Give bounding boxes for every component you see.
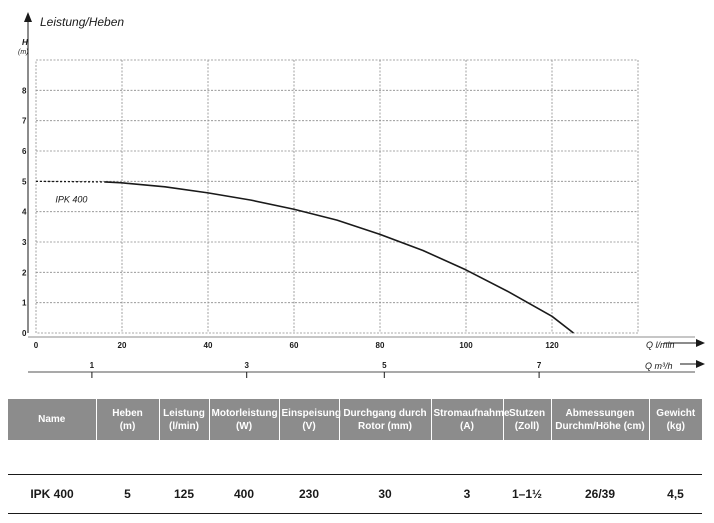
column-header: Heben (m): [96, 399, 160, 440]
table-cell: 30: [339, 474, 431, 514]
x-axis-label: Q l/min: [646, 340, 675, 350]
column-header-text: Einspeisung: [281, 407, 341, 419]
specification-table: Name Heben (m) Leistung (l/min) Motorleistung…: [8, 399, 702, 514]
y-tick-label: 6: [22, 147, 27, 156]
column-header: Motorleistung (W): [209, 399, 280, 440]
table-cell: 26/39: [551, 474, 649, 514]
table-cell: 3: [431, 474, 503, 514]
chart-grid: [35, 59, 639, 334]
series-label: IPK 400: [55, 195, 87, 205]
table-cell: 5: [96, 474, 159, 514]
column-header: Einspeisung (V): [279, 399, 341, 440]
column-header-text: (l/min): [169, 420, 199, 432]
series-line-dashed: [35, 180, 105, 183]
y-tick-label: 4: [22, 208, 27, 217]
table-spacer-row: [8, 440, 702, 475]
x-tick-label: 40: [204, 341, 213, 350]
x2-axis-label: Q m³/h: [645, 361, 673, 371]
column-header-text: (V): [302, 420, 316, 432]
x-tick-label: 120: [545, 341, 559, 350]
y-axis-arrow-icon: [24, 12, 32, 22]
y-axis-unit: (m): [18, 49, 29, 56]
y-tick-label: 7: [22, 117, 27, 126]
column-header-text: (W): [235, 420, 253, 432]
chart-axes: [24, 12, 705, 373]
x2-axis-arrow-icon: [696, 360, 705, 368]
column-header: Stromaufnahme (A): [431, 399, 510, 440]
x-tick-label: 100: [459, 341, 473, 350]
y-axis-label: H: [22, 38, 28, 47]
column-header: Durchgang durch Rotor (mm): [339, 399, 432, 440]
column-header: Abmessungen Durchm/Höhe (cm): [551, 399, 650, 440]
y-tick-label: 8: [22, 86, 27, 95]
column-header-text: Abmessungen: [565, 407, 635, 419]
x2-tick-label: 5: [382, 361, 387, 370]
table-row: IPK 400 5 125 400 230 30 3 1–1½ 26/39 4,5: [8, 474, 702, 514]
table-cell: 125: [159, 474, 209, 514]
x-axis-arrow-icon: [696, 339, 705, 347]
column-header-text: (m): [119, 420, 136, 432]
column-header: Gewicht (kg): [649, 399, 702, 440]
y-tick-label: 1: [22, 299, 27, 308]
table-cell: 230: [279, 474, 339, 514]
column-header-text: Gewicht: [656, 407, 696, 419]
column-header-text: Name: [38, 414, 66, 425]
y-tick-label: 0: [22, 329, 27, 338]
column-header-text: Rotor (mm): [358, 420, 412, 432]
series-line-ipk-400: [104, 181, 574, 334]
column-header-text: Durchgang durch: [343, 407, 427, 419]
column-header-text: Stromaufnahme: [433, 407, 510, 419]
y-tick-label: 5: [22, 177, 27, 186]
table-cell: 4,5: [649, 474, 702, 514]
x2-tick-label: 3: [244, 361, 249, 370]
table-cell: 400: [209, 474, 279, 514]
x2-tick-label: 7: [537, 361, 542, 370]
chart-title: Leistung/Heben: [40, 15, 124, 29]
column-header-text: Motorleistung: [211, 407, 278, 419]
x-tick-label: 20: [118, 341, 127, 350]
x-tick-label: 0: [34, 341, 39, 350]
column-header-text: (Zoll): [514, 420, 540, 432]
column-header: Leistung (l/min): [159, 399, 210, 440]
x2-tick-label: 1: [90, 361, 95, 370]
column-header-text: (A): [460, 420, 474, 432]
x-tick-label: 60: [290, 341, 299, 350]
column-header-text: Leistung: [163, 407, 205, 419]
y-tick-label: 3: [22, 238, 27, 247]
table-cell: IPK 400: [8, 474, 96, 514]
column-header: Name: [8, 399, 97, 440]
y-tick-label: 2: [22, 268, 27, 277]
table-header-row: Name Heben (m) Leistung (l/min) Motorleistung…: [8, 399, 702, 440]
column-header: Stutzen (Zoll): [503, 399, 552, 440]
column-header-text: Heben: [112, 407, 143, 419]
column-header-text: (kg): [666, 420, 685, 432]
table-cell: 1–1½: [503, 474, 551, 514]
chart-series: IPK 400: [35, 180, 574, 334]
spacer-cell: [8, 440, 702, 475]
column-header-text: Stutzen: [508, 407, 546, 419]
x-tick-label: 80: [376, 341, 385, 350]
plot-frame: [35, 59, 639, 334]
column-header-text: Durchm/Höhe (cm): [555, 420, 645, 432]
